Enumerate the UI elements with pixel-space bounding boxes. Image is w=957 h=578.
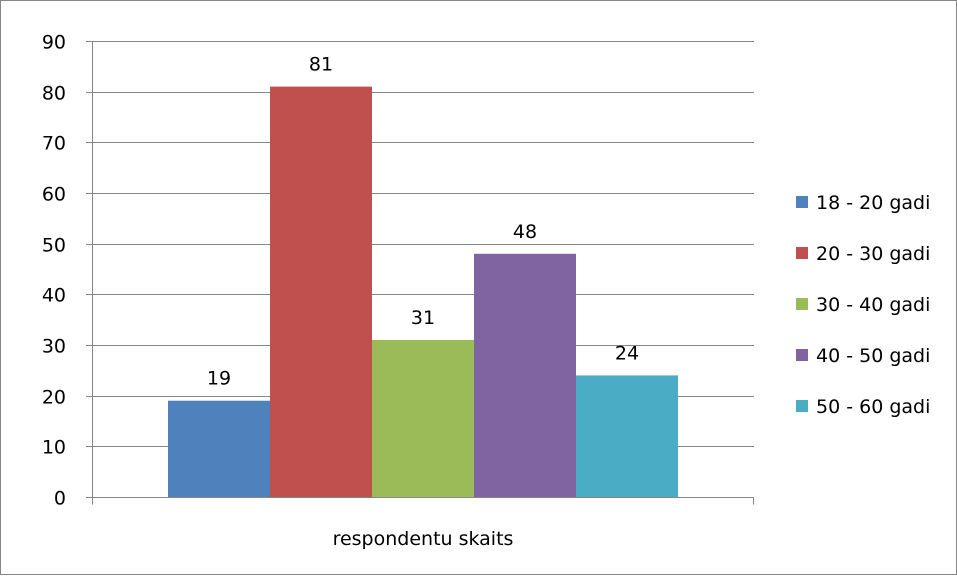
legend-swatch-3 <box>796 298 808 310</box>
y-tick-label: 30 <box>42 336 66 358</box>
y-tick-label: 10 <box>42 437 66 459</box>
axes: 0 10 20 30 40 50 60 70 80 90 respondentu skaits <box>42 32 754 550</box>
y-tick-label: 20 <box>42 387 66 409</box>
legend-label-4: 40 - 50 gadi <box>816 345 930 367</box>
data-labels: 19 81 31 48 24 <box>207 54 639 390</box>
y-tick-label: 50 <box>42 235 66 257</box>
data-label-3: 31 <box>411 307 435 329</box>
data-label-2: 81 <box>309 54 333 76</box>
bar-5 <box>576 375 678 497</box>
y-tick-label: 80 <box>42 83 66 105</box>
x-category-label: respondentu skaits <box>333 528 514 550</box>
grid-lines <box>92 41 754 447</box>
bar-2 <box>270 86 372 497</box>
legend-label-2: 20 - 30 gadi <box>816 243 930 265</box>
data-label-5: 24 <box>615 342 639 364</box>
y-tick-label: 70 <box>42 133 66 155</box>
legend-swatch-4 <box>796 349 808 361</box>
legend-swatch-1 <box>796 196 808 208</box>
bar-1 <box>168 400 270 497</box>
legend-label-1: 18 - 20 gadi <box>816 192 930 214</box>
bar-3 <box>372 339 474 497</box>
y-tick-label: 40 <box>42 285 66 307</box>
y-tick-label: 0 <box>54 488 66 510</box>
data-label-1: 19 <box>207 368 231 390</box>
legend-swatch-5 <box>796 400 808 412</box>
data-label-4: 48 <box>513 221 537 243</box>
y-tick-label: 90 <box>42 32 66 54</box>
legend-label-3: 30 - 40 gadi <box>816 294 930 316</box>
legend-swatch-2 <box>796 247 808 259</box>
bar-4 <box>474 253 576 497</box>
y-tick-label: 60 <box>42 184 66 206</box>
legend: 18 - 20 gadi 20 - 30 gadi 30 - 40 gadi 40 -… <box>796 192 930 418</box>
bars <box>168 86 678 497</box>
legend-label-5: 50 - 60 gadi <box>816 396 930 418</box>
